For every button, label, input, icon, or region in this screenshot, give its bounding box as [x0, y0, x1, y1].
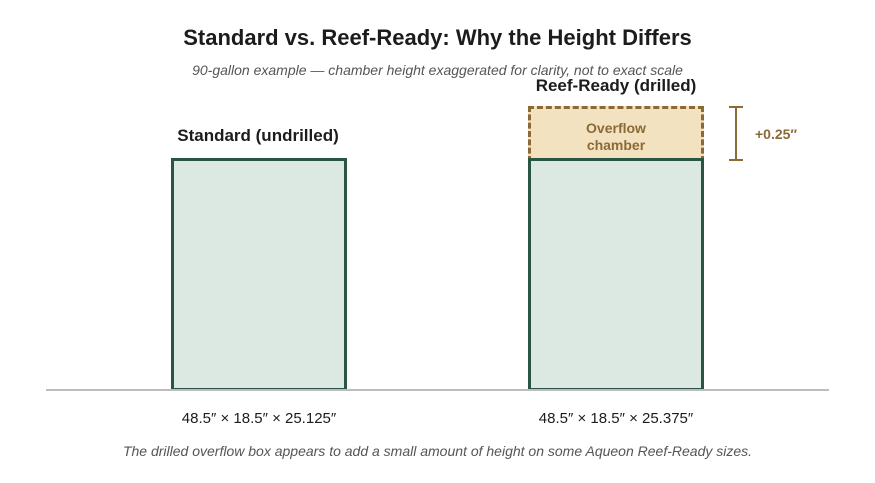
- height-delta-bracket: [729, 106, 743, 161]
- reef-ready-tank: [528, 158, 704, 391]
- height-delta-label: +0.25″: [755, 126, 798, 142]
- overflow-chamber-label: Overflow chamber: [586, 120, 646, 153]
- footnote: The drilled overflow box appears to add …: [122, 443, 753, 459]
- standard-tank: [171, 158, 347, 391]
- diagram-title: Standard vs. Reef-Ready: Why the Height …: [183, 25, 692, 50]
- reef-ready-tank-label: Reef-Ready (drilled): [535, 76, 697, 95]
- ground-line: [46, 389, 829, 391]
- reef-ready-tank-dimensions: 48.5″ × 18.5″ × 25.375″: [538, 410, 694, 427]
- standard-tank-label: Standard (undrilled): [177, 126, 339, 145]
- overflow-chamber: Overflow chamber: [528, 106, 704, 162]
- diagram-subtitle: 90-gallon example — chamber height exagg…: [192, 62, 683, 78]
- standard-tank-dimensions: 48.5″ × 18.5″ × 25.125″: [181, 410, 337, 427]
